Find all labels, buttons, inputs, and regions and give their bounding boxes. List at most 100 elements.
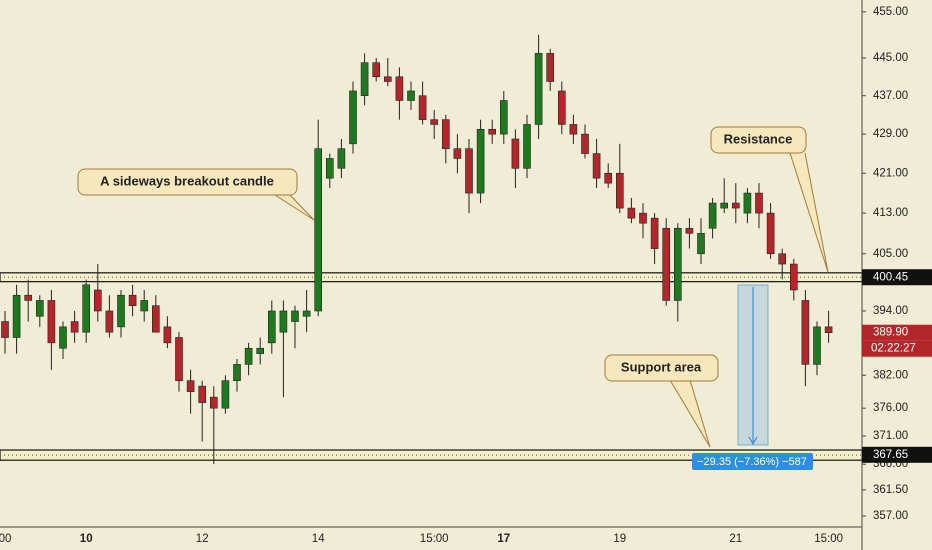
candle-body: [383, 76, 392, 82]
candle-body: [279, 310, 288, 333]
candle-body: [70, 321, 79, 333]
x-tick-label: 12: [196, 533, 209, 545]
measure-label-box: [692, 453, 813, 470]
candle-body: [59, 326, 67, 349]
candle-body: [256, 347, 265, 354]
candle-body: [152, 305, 160, 333]
y-tick-label: 357.00: [873, 510, 908, 522]
candle-body: [581, 133, 589, 154]
annotation-text: Resistance: [724, 131, 793, 146]
candle-body: [592, 153, 601, 179]
candle-body: [291, 310, 299, 322]
candle-body: [453, 148, 462, 159]
candle-body: [407, 90, 415, 101]
x-tick-label: 17: [497, 533, 510, 545]
candle-body: [534, 53, 543, 125]
annotation-box: [77, 168, 298, 196]
candle-body: [697, 233, 705, 255]
y-tick-label: 455.00: [873, 6, 908, 18]
measure-label: −29.35 (−7.36%) −587: [697, 456, 807, 468]
candle-body: [24, 294, 33, 301]
annotation-text: A sideways breakout candle: [100, 173, 274, 188]
candle-body: [302, 310, 311, 317]
y-tick-label: 376.00: [873, 402, 908, 414]
annotation-pointer: [669, 379, 711, 448]
y-tick-label: 421.00: [873, 167, 908, 179]
price-label: 400.45: [873, 271, 908, 283]
candles: [1, 34, 833, 465]
y-tick-label: 445.00: [873, 52, 908, 64]
candle-body: [639, 212, 647, 224]
candle-body: [221, 380, 230, 409]
candle-body: [755, 192, 763, 214]
annotation: Support area: [604, 354, 719, 448]
candle-body: [128, 294, 137, 307]
price-axis: 455.00 445.00 437.00 429.00 421.00 413.00 405.…: [861, 0, 932, 550]
candle-body: [766, 212, 775, 255]
x-tick-label: 15:00: [814, 533, 843, 545]
y-tick-label: 405.00: [873, 248, 908, 260]
candle-body: [105, 310, 114, 333]
candle-body: [441, 119, 450, 150]
candle-body: [813, 326, 821, 365]
candle-body: [685, 227, 694, 234]
candle-body: [488, 128, 497, 135]
candle-body: [337, 148, 346, 169]
axes: 00 10 12 14 15:00 17 19 21 15:00: [0, 526, 862, 545]
price-label-box: [862, 446, 932, 463]
annotation-box: [604, 354, 719, 382]
candle-body: [604, 172, 613, 184]
candle-body: [267, 310, 276, 344]
candle-body: [743, 192, 752, 214]
candle-body: [12, 294, 21, 338]
candle-body: [47, 300, 56, 344]
price-label-box: [862, 324, 932, 341]
candle-body: [314, 148, 323, 312]
candle-body: [163, 326, 172, 344]
countdown: 02:22:27: [871, 343, 916, 355]
annotation-box: [710, 126, 807, 154]
candle-body: [430, 119, 439, 125]
candle-body: [557, 90, 566, 125]
candle-body: [731, 202, 740, 209]
candle-body: [94, 289, 102, 312]
x-tick-label: 00: [0, 533, 11, 545]
candle-body: [233, 364, 241, 382]
candle-body: [395, 76, 404, 101]
x-tick-label: 15:00: [420, 533, 449, 545]
candle-body: [140, 300, 148, 312]
y-tick-label: 361.50: [873, 484, 908, 496]
candle-body: [627, 207, 636, 219]
measure-arrowhead: [748, 436, 758, 446]
annotation: A sideways breakout candle: [77, 168, 315, 221]
price-label: 389.90: [873, 327, 908, 339]
y-tick-label: 371.00: [873, 430, 908, 442]
candle-body: [673, 227, 682, 301]
candle-body: [476, 128, 485, 194]
price-label-box: [862, 269, 932, 286]
candle-body: [210, 396, 218, 409]
y-tick-label: 429.00: [873, 128, 908, 140]
candle-body: [360, 62, 369, 97]
candle-body: [418, 95, 427, 120]
x-tick-label: 10: [80, 533, 93, 545]
candle-body: [325, 158, 334, 179]
candle-body: [465, 148, 473, 194]
candle-body: [662, 227, 671, 301]
candle-body: [789, 263, 798, 291]
y-tick-label: 394.00: [873, 305, 908, 317]
candle-body: [349, 90, 357, 145]
candle-body: [720, 202, 729, 209]
price-label: 367.65: [873, 449, 908, 461]
candle-body: [778, 253, 787, 265]
y-tick-label: 413.00: [873, 207, 908, 219]
annotation-pointer: [274, 194, 315, 221]
candle-body: [372, 62, 381, 78]
x-tick-label: 21: [729, 533, 742, 545]
candle-body: [523, 124, 531, 169]
candle-body: [569, 124, 578, 135]
y-tick-label: 382.00: [873, 369, 908, 381]
x-tick-label: 19: [613, 533, 626, 545]
candle-body: [186, 380, 195, 392]
